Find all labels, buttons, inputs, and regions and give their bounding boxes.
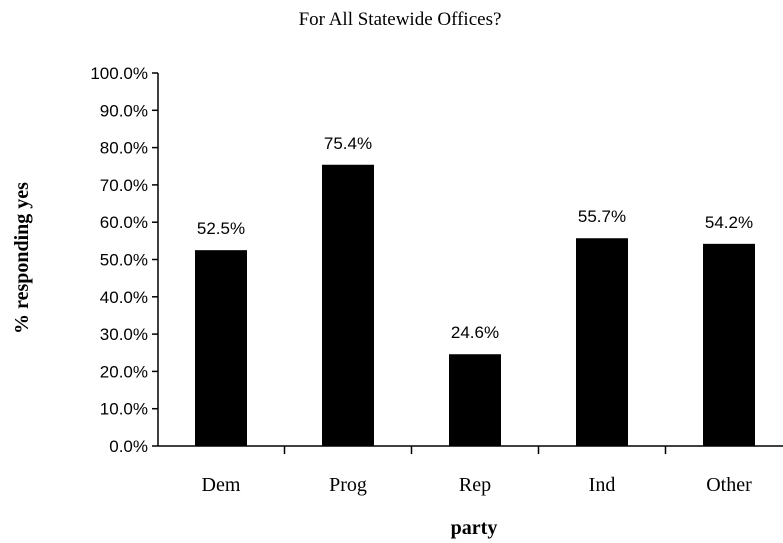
x-tick-label: Other [706, 474, 752, 496]
x-axis-label: party [451, 517, 498, 539]
x-tick-label: Prog [329, 474, 367, 496]
x-tick-label: Ind [589, 474, 616, 496]
y-tick-label: 60.0% [100, 213, 148, 232]
data-label: 24.6% [451, 323, 499, 342]
data-label: 54.2% [705, 213, 753, 232]
bar [322, 164, 374, 446]
y-tick-label: 40.0% [100, 288, 148, 307]
bars: 52.5% 75.4% 24.6% 55.7% 54.2% [195, 134, 755, 446]
y-tick-label: 20.0% [100, 362, 148, 381]
data-label: 75.4% [324, 134, 372, 153]
data-label: 52.5% [197, 219, 245, 238]
data-label: 55.7% [578, 207, 626, 226]
y-tick-label: 50.0% [100, 251, 148, 270]
bar [703, 243, 755, 446]
y-tick-label: 0.0% [109, 437, 148, 456]
y-tick-label: 10.0% [100, 400, 148, 419]
x-axis: Dem Prog Rep Ind Other [158, 445, 783, 496]
bar [449, 354, 501, 446]
x-tick-label: Rep [459, 474, 491, 496]
y-tick-label: 70.0% [100, 176, 148, 195]
y-tick-label: 80.0% [100, 139, 148, 158]
chart-title: For All Statewide Offices? [299, 9, 502, 30]
y-tick-label: 100.0% [90, 64, 148, 83]
y-axis-label: % responding yes [11, 182, 33, 334]
bar [195, 250, 247, 446]
bar [576, 238, 628, 446]
y-tick-label: 90.0% [100, 101, 148, 120]
x-tick-label: Dem [202, 474, 241, 496]
y-axis: 0.0% 10.0% 20.0% 30.0% 40.0% 50.0% 60.0% 70.0% 8… [90, 64, 159, 456]
y-tick-label: 30.0% [100, 325, 148, 344]
